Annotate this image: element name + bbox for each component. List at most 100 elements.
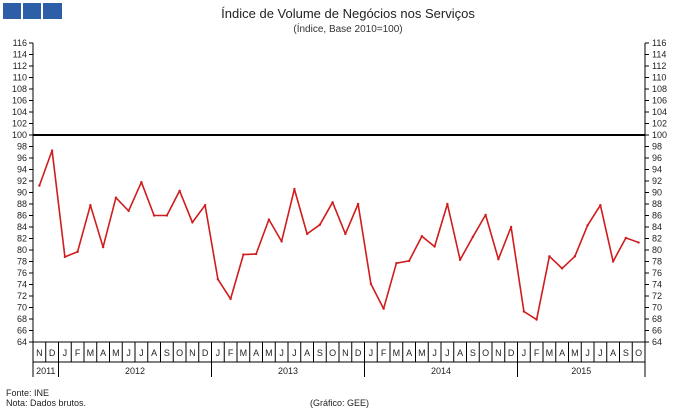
y-tick-label-left: 114: [13, 50, 27, 60]
data-point: [280, 240, 283, 243]
logo-block-icon: [43, 3, 62, 19]
data-point: [624, 236, 628, 240]
y-tick-label-left: 90: [17, 188, 27, 198]
data-point: [586, 224, 589, 227]
y-tick-label-right: 82: [652, 234, 662, 244]
y-tick-label-left: 98: [17, 142, 27, 152]
data-point: [560, 267, 564, 270]
x-month-label: M: [87, 348, 95, 358]
y-tick-label-right: 72: [652, 291, 662, 301]
y-tick-label-left: 102: [12, 119, 27, 129]
data-point: [127, 209, 130, 213]
y-tick-label-left: 74: [17, 280, 27, 290]
x-month-label: A: [151, 348, 157, 358]
y-tick-label-right: 102: [652, 119, 667, 129]
data-point: [599, 203, 602, 207]
y-tick-label-left: 112: [13, 61, 27, 71]
y-tick-label-left: 100: [12, 130, 27, 140]
y-tick-label-right: 108: [652, 84, 667, 94]
logo-block-icon: [23, 3, 41, 19]
y-tick-label-left: 110: [13, 73, 27, 83]
data-point: [344, 232, 347, 236]
data-point: [267, 218, 271, 221]
data-point: [548, 255, 551, 258]
y-tick-label-left: 106: [12, 96, 27, 106]
x-month-label: F: [228, 348, 234, 358]
data-point: [50, 149, 54, 152]
y-tick-label-left: 72: [17, 291, 27, 301]
x-year-label: 2014: [431, 366, 451, 376]
data-point: [369, 282, 373, 286]
y-tick-label-left: 82: [17, 234, 27, 244]
y-tick-label-right: 84: [652, 222, 662, 232]
data-point: [382, 307, 385, 310]
x-month-label: J: [126, 348, 131, 358]
data-note: Nota: Dados brutos.: [6, 398, 86, 408]
x-month-label: J: [369, 348, 374, 358]
data-point: [356, 202, 360, 206]
y-axis-labels-right: 6466687072747678808284868890929496981001…: [652, 38, 667, 347]
data-point: [89, 203, 92, 207]
x-month-label: A: [610, 348, 616, 358]
y-tick-label-right: 78: [652, 257, 662, 267]
x-month-label: A: [406, 348, 412, 358]
x-month-label: A: [100, 348, 106, 358]
data-point: [497, 258, 500, 261]
data-point: [165, 214, 169, 217]
x-year-label: 2015: [571, 366, 591, 376]
x-month-label: J: [292, 348, 297, 358]
data-point: [573, 255, 577, 258]
ine-logo: [3, 3, 62, 19]
data-point: [637, 241, 640, 244]
y-tick-label-right: 88: [652, 199, 662, 209]
x-month-label: J: [216, 348, 221, 358]
series-line: [38, 149, 639, 321]
data-point: [114, 196, 118, 199]
x-month-label: J: [279, 348, 284, 358]
y-tick-label-right: 66: [652, 326, 662, 336]
x-month-label: S: [623, 348, 629, 358]
y-tick-label-left: 84: [17, 222, 27, 232]
y-tick-label-right: 90: [652, 188, 662, 198]
data-point: [509, 225, 513, 229]
data-point: [318, 223, 322, 226]
data-point: [395, 262, 398, 265]
data-point: [420, 235, 424, 238]
chart-credit: (Gráfico: GEE): [310, 398, 369, 408]
y-tick-label-left: 64: [17, 337, 27, 347]
y-axis-labels-left: 6466687072747678808284868890929496981001…: [12, 38, 27, 347]
x-month-label: J: [139, 348, 144, 358]
data-point: [242, 253, 245, 256]
x-month-label: F: [381, 348, 387, 358]
x-month-label: S: [470, 348, 476, 358]
data-point: [407, 259, 411, 263]
x-month-label: O: [329, 348, 336, 358]
data-point: [216, 278, 220, 281]
y-tick-label-left: 96: [17, 153, 27, 163]
chart-title: Índice de Volume de Negócios nos Serviço…: [221, 6, 475, 21]
data-point: [254, 252, 258, 256]
x-month-label: O: [635, 348, 642, 358]
data-point: [535, 318, 538, 321]
y-tick-label-right: 98: [652, 142, 662, 152]
data-point: [229, 297, 232, 301]
x-month-label: J: [445, 348, 450, 358]
x-month-label: N: [495, 348, 502, 358]
y-tick-label-left: 108: [12, 84, 27, 94]
x-month-label: A: [304, 348, 310, 358]
x-month-label: J: [598, 348, 603, 358]
y-tick-label-right: 114: [652, 50, 666, 60]
y-tick-label-right: 80: [652, 245, 662, 255]
x-month-label: M: [571, 348, 579, 358]
y-tick-label-left: 76: [17, 268, 27, 278]
y-tick-label-right: 106: [652, 96, 667, 106]
x-month-label: F: [534, 348, 540, 358]
y-tick-label-left: 92: [17, 176, 27, 186]
y-tick-label-right: 110: [652, 73, 666, 83]
y-tick-label-left: 104: [12, 107, 27, 117]
y-tick-label-right: 70: [652, 303, 662, 313]
x-month-label: D: [202, 348, 209, 358]
x-month-label: N: [36, 348, 43, 358]
data-point: [63, 255, 67, 259]
data-point: [611, 260, 615, 263]
